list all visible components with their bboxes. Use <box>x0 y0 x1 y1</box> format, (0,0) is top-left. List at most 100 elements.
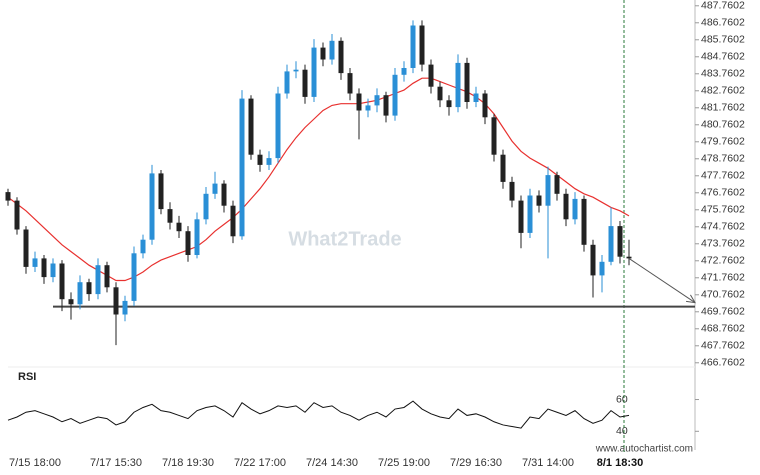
candle-body <box>464 62 470 102</box>
y-tick-label: 476.7602 <box>701 187 745 199</box>
candle-body <box>293 69 299 72</box>
x-tick-label: 7/29 16:30 <box>450 457 502 469</box>
candle-body <box>68 299 74 305</box>
candle-body <box>455 62 461 108</box>
y-tick-label: 483.7602 <box>701 68 745 80</box>
candle-body <box>95 265 101 295</box>
candle-body <box>500 154 506 182</box>
y-tick-label: 484.7602 <box>701 51 745 63</box>
y-tick-label: 471.7602 <box>701 272 745 284</box>
candle-body <box>14 200 20 230</box>
candle-body <box>50 263 56 278</box>
candle-body <box>626 256 632 259</box>
x-tick-label: 7/25 19:00 <box>378 457 430 469</box>
candle-body <box>167 209 173 223</box>
candle-body <box>41 258 47 278</box>
rsi-tick-label: 60 <box>616 393 628 405</box>
y-tick-label: 469.7602 <box>701 306 745 318</box>
candle-body <box>248 98 254 155</box>
candle-body <box>320 47 326 60</box>
candle-body <box>545 175 551 206</box>
candle-body <box>266 158 272 165</box>
candle-body <box>104 265 110 288</box>
candle-body <box>185 231 191 255</box>
x-tick-label: 7/15 18:00 <box>9 457 61 469</box>
rsi-label: RSI <box>18 371 36 383</box>
x-tick-label: 8/1 18:30 <box>597 457 643 469</box>
candle-body <box>482 93 488 118</box>
forecast-arrow <box>628 257 696 304</box>
arrow-head <box>686 294 696 304</box>
candle-body <box>572 198 578 220</box>
candle-body <box>23 229 29 267</box>
y-tick-label: 474.7602 <box>701 221 745 233</box>
y-tick-label: 467.7602 <box>701 340 745 352</box>
candle-body <box>59 263 65 300</box>
candle-body <box>365 105 371 111</box>
candle-body <box>257 154 263 165</box>
y-tick-label: 478.7602 <box>701 153 745 165</box>
candle-body <box>536 195 542 206</box>
candle-body <box>401 68 407 75</box>
candle-body <box>554 175 560 194</box>
x-tick-label: 7/17 15:30 <box>90 457 142 469</box>
x-tick-label: 7/24 14:30 <box>306 457 358 469</box>
candle-body <box>491 117 497 155</box>
x-tick-label: 7/22 17:00 <box>234 457 286 469</box>
moving-average <box>7 77 630 282</box>
candle-body <box>275 93 281 159</box>
candle-body <box>194 219 200 255</box>
candle-body <box>86 282 92 295</box>
candle-body <box>311 47 317 97</box>
candle-body <box>221 183 227 206</box>
candle-body <box>32 258 38 267</box>
candle-body <box>410 25 416 68</box>
candle-body <box>599 261 605 276</box>
candle-body <box>302 69 308 97</box>
y-tick-label: 482.7602 <box>701 85 745 97</box>
candle-body <box>140 239 146 254</box>
x-tick-label: 7/31 14:00 <box>522 457 574 469</box>
y-tick-label: 485.7602 <box>701 34 745 46</box>
candle-body <box>5 192 11 201</box>
y-tick-label: 481.7602 <box>701 102 745 114</box>
candle-body <box>608 226 614 262</box>
y-tick-label: 480.7602 <box>701 119 745 131</box>
candle-body <box>617 226 623 257</box>
y-tick-label: 466.7602 <box>701 357 745 369</box>
candle-body <box>527 195 533 233</box>
y-tick-label: 473.7602 <box>701 238 745 250</box>
candle-body <box>446 100 452 108</box>
y-tick-label: 477.7602 <box>701 170 745 182</box>
candle-body <box>176 222 182 232</box>
candle-body <box>437 86 443 101</box>
candle-body <box>428 64 434 87</box>
candle-body <box>338 40 344 74</box>
x-tick-label: 7/18 19:30 <box>162 457 214 469</box>
candle-body <box>518 200 524 233</box>
y-tick-label: 479.7602 <box>701 136 745 148</box>
candle-body <box>329 40 335 60</box>
candle-body <box>284 71 290 94</box>
candle-body <box>392 74 398 116</box>
candle-body <box>203 193 209 220</box>
candle-body <box>419 25 425 65</box>
candle-body <box>590 244 596 276</box>
candle-body <box>473 93 479 102</box>
candle-body <box>581 198 587 245</box>
candle-body <box>113 287 119 315</box>
candle-body <box>383 95 389 116</box>
candle-body <box>347 73 353 94</box>
candle-body <box>149 173 155 240</box>
candle-body <box>356 93 362 111</box>
candle-body <box>158 173 164 210</box>
candle-body <box>131 253 137 301</box>
candle-body <box>122 300 128 315</box>
candle-body <box>212 183 218 194</box>
y-tick-label: 472.7602 <box>701 255 745 267</box>
candle-body <box>509 181 515 201</box>
y-tick-label: 470.7602 <box>701 289 745 301</box>
candle-body <box>563 193 569 220</box>
candle-body <box>239 98 245 237</box>
